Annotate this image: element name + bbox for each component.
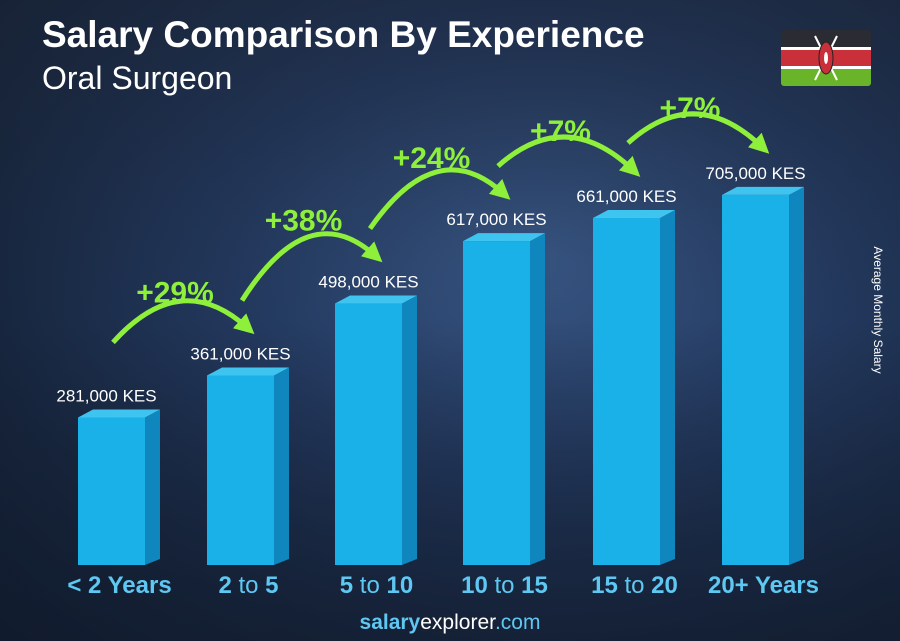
value-label: 498,000 KES [318, 273, 418, 292]
brand-bold: salary [359, 611, 421, 634]
footer-brand[interactable]: salaryexplorer.com [0, 611, 900, 635]
kenya-flag-icon [781, 30, 871, 86]
bar [722, 194, 789, 565]
value-label: 705,000 KES [705, 164, 805, 183]
bar-top [722, 186, 804, 195]
bar-top [593, 209, 675, 218]
bar-side [274, 367, 289, 565]
growth-arrow [111, 298, 255, 345]
category-label: 2 to 5 [218, 572, 278, 599]
category-label: 15 to 20 [591, 572, 678, 599]
brand-tld: .com [494, 611, 541, 634]
growth-arrow [367, 167, 511, 230]
bar-top [463, 233, 545, 242]
growth-arrow [626, 111, 770, 154]
chart-title: Salary Comparison By Experience [42, 14, 645, 55]
value-label: 361,000 KES [190, 344, 290, 363]
category-label: < 2 Years [67, 572, 171, 599]
value-label: 617,000 KES [446, 210, 546, 229]
value-label: 661,000 KES [576, 187, 676, 206]
bar-side [660, 209, 675, 565]
category-label: 5 to 10 [340, 572, 413, 599]
bar-side [145, 409, 160, 565]
value-label: 281,000 KES [56, 386, 156, 405]
percent-change-label: +24% [393, 142, 471, 175]
percent-change-label: +7% [530, 115, 591, 148]
chart-subtitle: Oral Surgeon [42, 60, 233, 96]
bar [335, 303, 402, 565]
percent-change-label: +38% [265, 205, 343, 238]
bar-top [335, 295, 417, 304]
category-label: 10 to 15 [461, 572, 548, 599]
bar-top [207, 367, 289, 376]
category-label: 20+ Years [708, 572, 819, 599]
brand-regular: explorer [420, 611, 495, 634]
percent-change-label: +29% [136, 276, 214, 309]
bar-side [402, 295, 417, 565]
bar [78, 417, 145, 565]
bar [463, 241, 530, 565]
percent-change-label: +7% [660, 92, 721, 125]
growth-arrow [239, 231, 383, 302]
bar [207, 375, 274, 565]
bar-side [530, 233, 545, 565]
bar-side [789, 186, 804, 565]
growth-arrow [496, 134, 641, 177]
bar-top [78, 409, 160, 418]
bar [593, 217, 660, 565]
